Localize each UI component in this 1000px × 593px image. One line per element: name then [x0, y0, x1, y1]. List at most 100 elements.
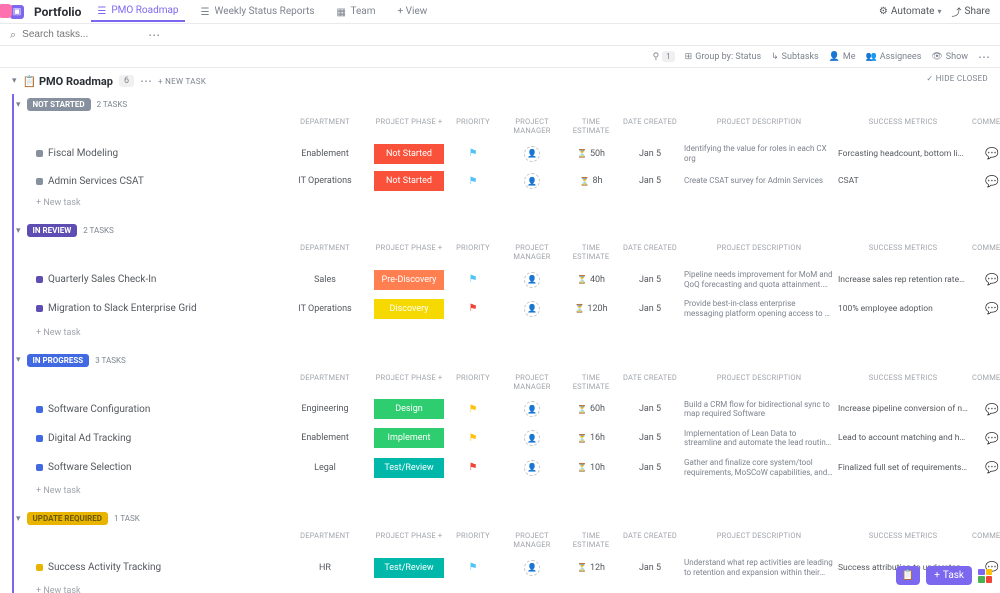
task-row[interactable]: Software Configuration Engineering Desig…: [16, 395, 992, 424]
task-row[interactable]: Fiscal Modeling Enablement Not Started ⚑…: [16, 139, 992, 168]
manager-cell[interactable]: 👤: [502, 146, 562, 162]
group-collapse-icon[interactable]: ▾: [16, 226, 21, 236]
hide-closed-button[interactable]: ✓ HIDE CLOSED: [926, 74, 988, 83]
group-collapse-icon[interactable]: ▾: [16, 100, 21, 110]
phase-cell[interactable]: Test/Review: [374, 458, 444, 478]
new-task-row[interactable]: + New task: [16, 482, 992, 500]
manager-cell[interactable]: 👤: [502, 430, 562, 446]
group-collapse-icon[interactable]: ▾: [16, 355, 21, 365]
manager-cell[interactable]: 👤: [502, 272, 562, 288]
manager-cell[interactable]: 👤: [502, 560, 562, 576]
new-task-button[interactable]: + NEW TASK: [158, 77, 206, 86]
comment-cell[interactable]: 💬: [972, 403, 1000, 416]
phase-cell[interactable]: Design: [374, 399, 444, 419]
priority-cell[interactable]: ⚑: [448, 562, 498, 573]
fab-note-button[interactable]: 📋: [896, 566, 920, 585]
manager-cell[interactable]: 👤: [502, 301, 562, 317]
estimate-cell[interactable]: ⏳12h: [566, 563, 616, 573]
roadmap-more-icon[interactable]: ⋯: [140, 74, 152, 88]
comment-cell[interactable]: 💬: [972, 175, 1000, 188]
status-dot[interactable]: [36, 435, 43, 442]
comment-cell[interactable]: 💬: [972, 147, 1000, 160]
automate-button[interactable]: ⚙ Automate ▾: [879, 6, 942, 17]
share-button[interactable]: ⤴ Share: [952, 4, 990, 19]
new-task-row[interactable]: + New task: [16, 582, 992, 593]
manager-cell[interactable]: 👤: [502, 173, 562, 189]
estimate-cell[interactable]: ⏳120h: [566, 304, 616, 314]
status-chip[interactable]: IN REVIEW: [27, 224, 78, 237]
priority-cell[interactable]: ⚑: [448, 462, 498, 473]
status-dot[interactable]: [36, 178, 43, 185]
priority-cell[interactable]: ⚑: [448, 148, 498, 159]
priority-cell[interactable]: ⚑: [448, 274, 498, 285]
status-dot[interactable]: [36, 406, 43, 413]
comment-cell[interactable]: 💬: [972, 273, 1000, 286]
estimate-value: 8h: [592, 176, 602, 186]
new-task-row[interactable]: + New task: [16, 194, 992, 212]
group-by-button[interactable]: ⊞ Group by: Status: [685, 52, 761, 62]
priority-cell[interactable]: ⚑: [448, 303, 498, 314]
comment-cell[interactable]: 💬: [972, 432, 1000, 445]
task-row[interactable]: Admin Services CSAT IT Operations Not St…: [16, 168, 992, 194]
task-row[interactable]: Migration to Slack Enterprise Grid IT Op…: [16, 294, 992, 323]
phase-cell[interactable]: Implement: [374, 428, 444, 448]
notification-dot[interactable]: [0, 4, 12, 18]
estimate-cell[interactable]: ⏳60h: [566, 404, 616, 414]
status-group: ▾ NOT STARTED 2 TASKS DEPARTMENT PROJECT…: [16, 94, 992, 212]
phase-cell[interactable]: Discovery: [374, 299, 444, 319]
estimate-cell[interactable]: ⏳40h: [566, 275, 616, 285]
tab-weekly-status[interactable]: ☰ Weekly Status Reports: [195, 2, 321, 21]
estimate-cell[interactable]: ⏳50h: [566, 149, 616, 159]
status-dot[interactable]: [36, 464, 43, 471]
tab-label: Weekly Status Reports: [215, 6, 315, 17]
status-dot[interactable]: [36, 564, 43, 571]
estimate-cell[interactable]: ⏳16h: [566, 433, 616, 443]
search-more-icon[interactable]: ⋯: [148, 28, 160, 42]
status-dot[interactable]: [36, 305, 43, 312]
apps-icon[interactable]: [978, 569, 992, 583]
assignees-button[interactable]: 👥 Assignees: [866, 52, 922, 62]
phase-cell[interactable]: Not Started: [374, 144, 444, 164]
me-button[interactable]: 👤 Me: [829, 52, 856, 62]
description-cell: Pipeline needs improvement for MoM and Q…: [684, 270, 834, 289]
search-input[interactable]: [22, 29, 142, 40]
estimate-cell[interactable]: ⏳8h: [566, 176, 616, 186]
priority-cell[interactable]: ⚑: [448, 433, 498, 444]
assignees-label: Assignees: [880, 52, 922, 62]
status-chip[interactable]: NOT STARTED: [27, 98, 91, 111]
filter-button[interactable]: ⚲ 1: [653, 51, 675, 62]
collapse-icon[interactable]: ▾: [12, 76, 17, 86]
task-row[interactable]: Quarterly Sales Check-In Sales Pre-Disco…: [16, 265, 992, 294]
tab-pmo-roadmap[interactable]: ☰ PMO Roadmap: [91, 1, 184, 22]
col-desc: PROJECT DESCRIPTION: [684, 243, 834, 261]
tab-team[interactable]: ▦ Team: [331, 2, 382, 21]
flag-icon: ⚑: [469, 274, 478, 285]
priority-cell[interactable]: ⚑: [448, 176, 498, 187]
task-row[interactable]: Success Activity Tracking HR Test/Review…: [16, 553, 992, 582]
manager-cell[interactable]: 👤: [502, 401, 562, 417]
comment-cell[interactable]: 💬: [972, 461, 1000, 474]
phase-cell[interactable]: Pre-Discovery: [374, 270, 444, 290]
comment-cell[interactable]: 💬: [972, 302, 1000, 315]
tab-add-view[interactable]: + View: [392, 2, 434, 21]
subtasks-button[interactable]: ↳ Subtasks: [771, 52, 819, 62]
fab-task-button[interactable]: + Task: [926, 566, 972, 585]
estimate-cell[interactable]: ⏳10h: [566, 463, 616, 473]
col-manager: PROJECT MANAGER: [502, 531, 562, 549]
task-row[interactable]: Software Selection Legal Test/Review ⚑ 👤…: [16, 453, 992, 482]
hourglass-icon: ⏳: [574, 304, 584, 313]
phase-cell[interactable]: Test/Review: [374, 558, 444, 578]
toolbar-more-icon[interactable]: ⋯: [978, 50, 990, 64]
avatar-placeholder-icon: 👤: [524, 560, 540, 576]
priority-cell[interactable]: ⚑: [448, 404, 498, 415]
status-chip[interactable]: IN PROGRESS: [27, 354, 90, 367]
group-collapse-icon[interactable]: ▾: [16, 514, 21, 524]
manager-cell[interactable]: 👤: [502, 460, 562, 476]
status-dot[interactable]: [36, 150, 43, 157]
task-row[interactable]: Digital Ad Tracking Enablement Implement…: [16, 424, 992, 453]
phase-cell[interactable]: Not Started: [374, 171, 444, 191]
show-button[interactable]: 👁 Show: [931, 52, 968, 62]
new-task-row[interactable]: + New task: [16, 324, 992, 342]
status-chip[interactable]: UPDATE REQUIRED: [27, 512, 108, 525]
status-dot[interactable]: [36, 276, 43, 283]
